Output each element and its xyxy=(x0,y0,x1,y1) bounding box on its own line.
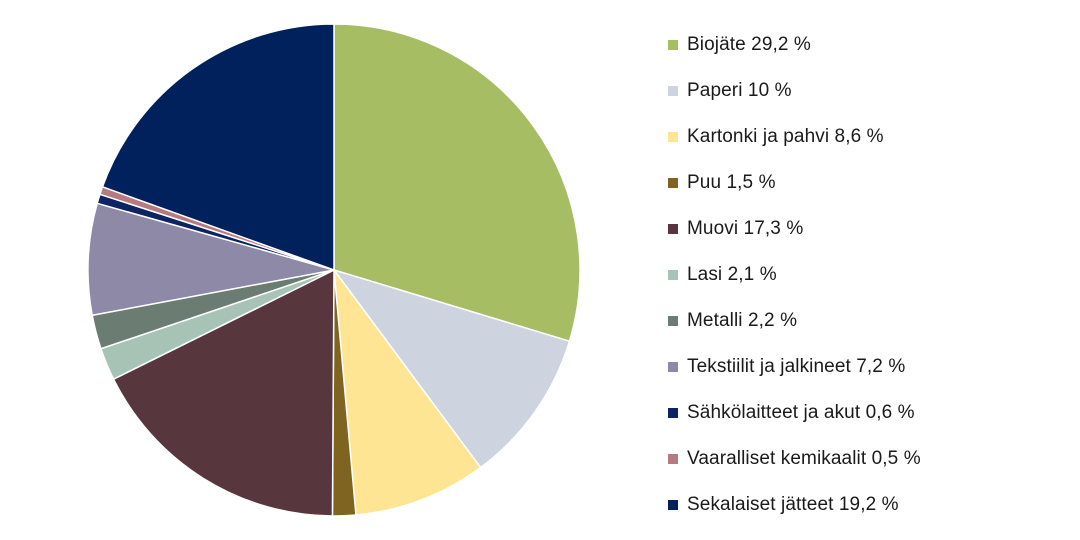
legend-swatch xyxy=(668,408,678,418)
legend-label: Sähkölaitteet ja akut 0,6 % xyxy=(687,402,915,423)
legend-swatch xyxy=(668,316,678,326)
legend-item-tekstiilit: Tekstiilit ja jalkineet 7,2 % xyxy=(668,344,921,390)
legend-swatch xyxy=(668,500,678,510)
legend-swatch xyxy=(668,86,678,96)
legend-swatch xyxy=(668,40,678,50)
legend-item-lasi: Lasi 2,1 % xyxy=(668,252,921,298)
legend-label: Sekalaiset jätteet 19,2 % xyxy=(687,494,899,515)
legend-item-kartonki: Kartonki ja pahvi 8,6 % xyxy=(668,114,921,160)
pie-slice-1 xyxy=(333,269,571,469)
legend-item-vaaralliset: Vaaralliset kemikaalit 0,5 % xyxy=(668,436,921,482)
legend-label: Puu 1,5 % xyxy=(687,172,776,193)
pie-slice-7 xyxy=(87,202,335,317)
legend-label: Vaaralliset kemikaalit 0,5 % xyxy=(687,448,921,469)
legend-label: Kartonki ja pahvi 8,6 % xyxy=(687,126,884,147)
legend-swatch xyxy=(668,270,678,280)
legend-label: Tekstiilit ja jalkineet 7,2 % xyxy=(687,356,906,377)
pie-slice-2 xyxy=(333,269,482,516)
chart-legend: Biojäte 29,2 % Paperi 10 % Kartonki ja p… xyxy=(668,22,921,528)
legend-item-biojate: Biojäte 29,2 % xyxy=(668,22,921,68)
legend-item-muovi: Muovi 17,3 % xyxy=(668,206,921,252)
pie-chart xyxy=(87,23,581,517)
legend-item-sahkolaitteet: Sähkölaitteet ja akut 0,6 % xyxy=(668,390,921,436)
legend-label: Metalli 2,2 % xyxy=(687,310,798,331)
legend-label: Muovi 17,3 % xyxy=(687,218,804,239)
pie-slice-0 xyxy=(333,23,581,342)
legend-label: Lasi 2,1 % xyxy=(687,264,777,285)
legend-item-metalli: Metalli 2,2 % xyxy=(668,298,921,344)
legend-swatch xyxy=(668,132,678,142)
pie-slice-4 xyxy=(112,269,335,517)
legend-swatch xyxy=(668,178,678,188)
legend-swatch xyxy=(668,454,678,464)
legend-item-puu: Puu 1,5 % xyxy=(668,160,921,206)
legend-label: Biojäte 29,2 % xyxy=(687,34,811,55)
legend-item-paperi: Paperi 10 % xyxy=(668,68,921,114)
legend-swatch xyxy=(668,224,678,234)
legend-item-sekalaiset: Sekalaiset jätteet 19,2 % xyxy=(668,482,921,528)
legend-swatch xyxy=(668,362,678,372)
pie-slice-10 xyxy=(101,23,335,271)
legend-label: Paperi 10 % xyxy=(687,80,792,101)
